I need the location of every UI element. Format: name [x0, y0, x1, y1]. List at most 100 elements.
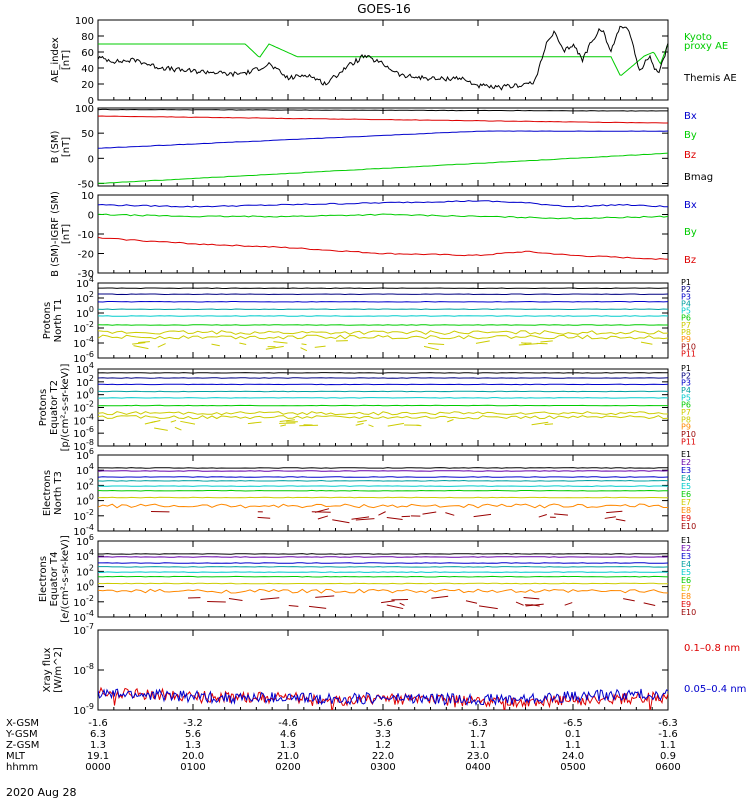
low-count-segment [540, 340, 553, 343]
level-p6 [98, 404, 668, 407]
panel-xray: 10-9 10-8 10-7 Xray flux [W/m^2] 0.1–0.8 nm 0.… [42, 622, 746, 717]
y-tick-label: 100 [75, 104, 94, 115]
legend-label-e7: E7 [681, 498, 691, 507]
legend-label-e9: E9 [681, 600, 691, 609]
low-count-segment [144, 420, 156, 425]
legend-label-p7: P7 [681, 408, 691, 417]
y-tick-label: 100 [75, 16, 94, 27]
y-tick-label: 100 [76, 387, 94, 402]
low-count-segment [531, 421, 549, 426]
y-tick-label: 10-4 [73, 412, 94, 427]
panel-bdiff: -30 -20 -10 0 10 B (SM)-IGRF (SM) [nT] Bx By Bz [50, 191, 697, 280]
legend-label-p6: P6 [681, 401, 691, 410]
footer-cell-hhmm: 0400 [465, 762, 490, 773]
low-count-segment [180, 420, 196, 425]
legend-label-0-05-0-4-nm: 0.05–0.4 nm [684, 684, 746, 695]
y-tick-label: 10-6 [73, 350, 94, 365]
footer-cell-y: 1.7 [470, 729, 486, 740]
legend-label-e5: E5 [681, 568, 691, 577]
panel-plot-area [98, 25, 668, 91]
plot-title: GOES-16 [357, 2, 411, 16]
series-bmag [98, 108, 668, 112]
footer-cell-x: -6.3 [468, 718, 488, 729]
series-themis-ae [98, 25, 668, 91]
panel-plot-area [98, 372, 668, 431]
y-tick-label: 10-6 [73, 425, 94, 440]
footer-row-label-x-gsm: X-GSM [6, 718, 39, 729]
legend-label-e4: E4 [681, 474, 691, 483]
y-axis-label: North T3 [53, 471, 64, 515]
low-count-segment [308, 605, 327, 609]
low-count-segment [133, 345, 149, 350]
y-tick-label: 0 [88, 211, 94, 222]
legend-label-kyoto: Kyoto [684, 32, 712, 43]
y-tick-label: -50 [78, 179, 94, 190]
low-count-segment [538, 514, 547, 518]
low-count-segment [265, 345, 284, 350]
level-p5 [98, 397, 668, 399]
legend-label-bz: Bz [684, 255, 696, 266]
footer-cell-mlt: 23.0 [467, 751, 489, 762]
y-tick-label: 100 [76, 305, 94, 320]
footer-cell-mlt: 22.0 [372, 751, 394, 762]
y-axis-label: B (SM) [50, 130, 61, 163]
low-count-segment [544, 423, 554, 426]
y-tick-label: 106 [76, 533, 94, 548]
footer-cell-hhmm: 0600 [655, 762, 680, 773]
level-e7 [98, 496, 668, 499]
legend-label-e3: E3 [681, 466, 691, 475]
low-count-segment [465, 600, 478, 604]
footer-cell-mlt: 21.0 [277, 751, 299, 762]
footer-cell-mlt: 20.0 [182, 751, 204, 762]
level-e1 [98, 467, 668, 469]
legend-label-p8: P8 [681, 328, 691, 337]
footer-cell-y: 5.6 [185, 729, 201, 740]
footer-cell-z: 1.1 [565, 740, 581, 751]
legend-label-by: By [684, 227, 697, 238]
low-count-segment [368, 424, 374, 428]
legend-label-p10: P10 [681, 430, 696, 439]
y-tick-label: 20 [81, 80, 94, 91]
legend-label-0-1-0-8-nm: 0.1–0.8 nm [684, 643, 740, 654]
series-bz [98, 115, 668, 124]
low-count-segment [378, 511, 386, 516]
legend-label-p3: P3 [681, 379, 691, 388]
low-count-segment [431, 595, 449, 599]
series-bz [98, 236, 668, 260]
legend-label-p11: P11 [681, 349, 696, 358]
level-p8 [98, 334, 668, 340]
y-axis-label: Xray flux [42, 648, 53, 693]
footer-row-label-z-gsm: Z-GSM [6, 740, 39, 751]
panel-plot-area [98, 108, 668, 184]
low-count-segment [423, 345, 439, 351]
low-count-segment [381, 600, 395, 604]
low-count-segment [606, 510, 623, 514]
y-axis-label: B (SM)-IGRF (SM) [50, 191, 61, 277]
legend-label-p4: P4 [681, 386, 691, 395]
y-tick-label: 10-4 [73, 523, 94, 538]
panel-plot-area [98, 686, 668, 710]
footer-cell-z: 1.2 [375, 740, 391, 751]
y-axis-label: [e/(cm²-s-sr-keV)] [60, 535, 71, 623]
footer-cell-x: -6.3 [658, 718, 678, 729]
y-tick-label: 40 [81, 64, 94, 75]
y-axis-label: [nT] [61, 50, 72, 70]
y-tick-label: 104 [76, 361, 94, 376]
y-tick-label: 102 [76, 477, 94, 492]
legend-label-e1: E1 [681, 450, 691, 459]
y-axis-label: Equator T4 [49, 552, 60, 607]
footer-cell-y: 3.3 [375, 729, 391, 740]
legend-label-e5: E5 [681, 482, 691, 491]
level-p2 [98, 293, 668, 296]
date-label: 2020 Aug 28 [6, 786, 76, 799]
footer-cell-mlt: 0.9 [660, 751, 676, 762]
level-e6 [98, 489, 668, 492]
level-p3 [98, 300, 668, 303]
y-tick-label: 10-2 [73, 400, 94, 415]
level-p1 [98, 372, 668, 374]
footer-cell-z: 1.1 [660, 740, 676, 751]
low-count-segment [132, 342, 146, 345]
legend-label-e4: E4 [681, 560, 691, 569]
legend-label-e7: E7 [681, 584, 691, 593]
